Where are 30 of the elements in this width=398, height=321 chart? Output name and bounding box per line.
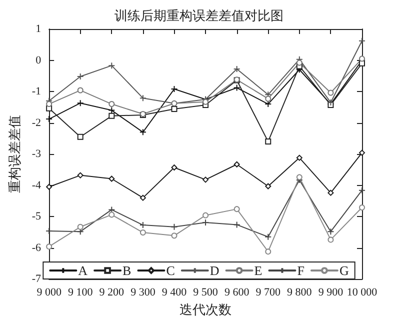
y-tick-label: -7 [32, 273, 42, 286]
legend-label: C [166, 263, 175, 278]
x-tick-label: 9 500 [193, 286, 218, 299]
x-tick-label: 9 900 [318, 286, 344, 299]
x-tick-label: 9 200 [99, 286, 125, 299]
legend-label: B [122, 263, 132, 278]
legend-label: G [339, 263, 349, 278]
y-tick-label: 0 [36, 54, 42, 66]
x-tick-label: 9 100 [68, 286, 94, 299]
y-tick-label: -1 [32, 86, 42, 98]
y-axis-title: 重构误差差值 [7, 115, 22, 194]
x-tick-label: 9 800 [287, 286, 312, 299]
x-axis-title: 迭代次数 [180, 302, 232, 317]
x-tick-label: 9 000 [36, 286, 62, 299]
x-tick-label: 10 000 [346, 286, 378, 299]
y-tick-label: -4 [32, 179, 42, 192]
legend-label: A [78, 263, 88, 278]
x-tick-label: 9 700 [256, 286, 281, 299]
y-tick-label: -3 [32, 148, 42, 160]
y-tick-label: -5 [32, 210, 42, 223]
legend-label: F [297, 263, 304, 278]
legend-label: D [210, 263, 220, 278]
x-tick-label: 9 300 [130, 286, 156, 299]
legend-label: E [254, 263, 262, 278]
x-tick-label: 9 600 [224, 286, 250, 299]
y-tick-label: -2 [32, 116, 42, 129]
y-tick-label: -6 [32, 242, 42, 254]
y-tick-label: 1 [36, 23, 42, 35]
x-tick-label: 9 400 [162, 286, 188, 299]
chart-title: 训练后期重构误差差值对比图 [114, 8, 284, 23]
